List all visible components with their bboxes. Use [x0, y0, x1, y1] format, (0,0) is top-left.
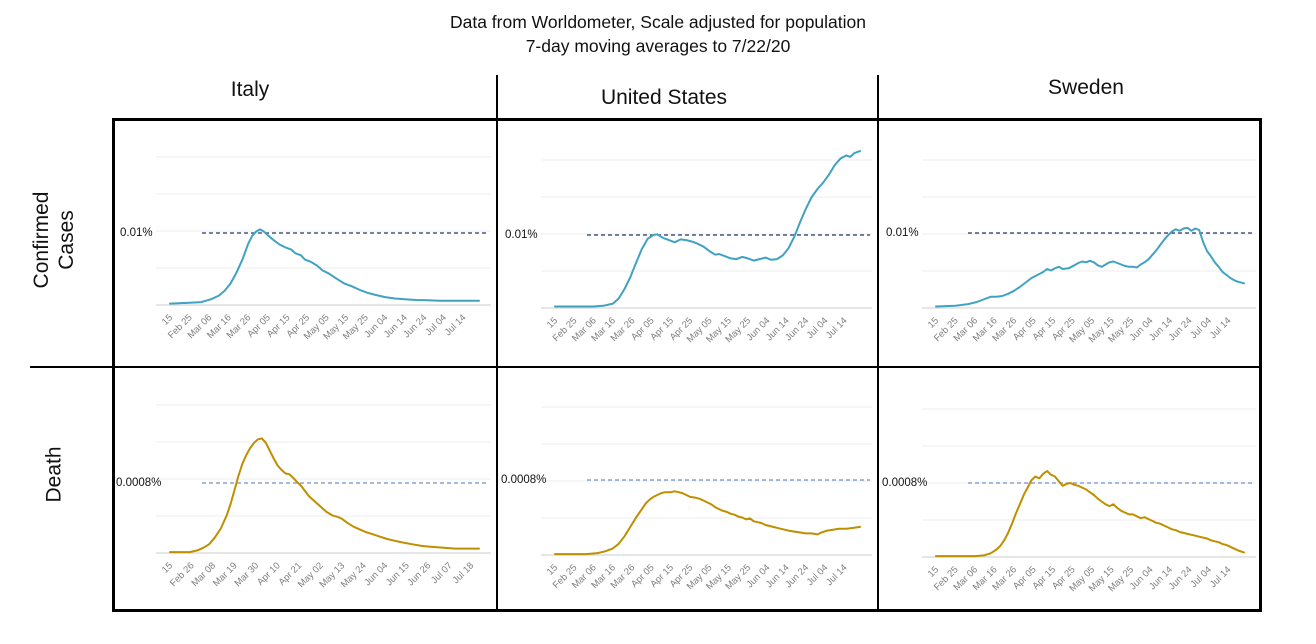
- x-tick-label: Mar 30: [232, 560, 261, 589]
- series-line: [935, 470, 1245, 558]
- series-line: [554, 490, 861, 556]
- ref-label-us-cases: 0.01%: [505, 229, 538, 241]
- x-tick-label: Jul 14: [824, 315, 850, 341]
- x-tick-label: Jun 26: [405, 560, 433, 588]
- column-header-sweden: Sweden: [1048, 76, 1124, 99]
- figure-title-line2: 7-day moving averages to 7/22/20: [525, 36, 791, 56]
- chart-cell-italy-cases: 0.01% 15 Feb 25 Mar 06 Mar 16 Mar 26 Apr 05 Ap…: [112, 118, 497, 368]
- x-tick-label: Jul 04: [1188, 564, 1214, 590]
- chart-cell-us-death: 0.0008% 15 Feb 25 Mar 06 Mar 16 Mar 26 Apr 05…: [497, 368, 878, 612]
- x-tick-label: Apr 10: [255, 560, 283, 588]
- ref-label-italy-cases: 0.01%: [120, 227, 153, 239]
- x-tick-label: Jul 14: [443, 312, 469, 338]
- chart-cell-sweden-cases: 0.01% 15 Feb 25 Mar 06 Mar 16 Mar 26 Apr 05 Ap…: [878, 118, 1262, 368]
- x-tick-label: Jul 14: [1208, 315, 1234, 341]
- series-line: [169, 437, 480, 554]
- column-header-united-states: United States: [600, 86, 728, 109]
- row-label-confirmed-cases: Confirmed Cases: [30, 191, 78, 289]
- ref-label-sweden-death: 0.0008%: [882, 477, 928, 489]
- row-label-death: Death: [42, 446, 66, 503]
- row-divider: [30, 366, 1262, 368]
- series-line: [169, 228, 480, 305]
- figure-title-line1: Data from Worldometer, Scale adjusted fo…: [449, 12, 866, 32]
- figure-title: Data from Worldometer, Scale adjusted fo…: [0, 10, 1316, 58]
- chart-cell-italy-death: 0.0008% 15 Feb 26 Mar 08 Mar 19 Mar 30 Apr 10…: [112, 368, 497, 612]
- chart-cell-us-cases: 0.01% 15 Feb 25 Mar 06 Mar 16 Mar 26 Apr 05 Ap…: [497, 118, 878, 368]
- x-tick-label: Jul 07: [429, 560, 455, 586]
- series-line: [935, 226, 1245, 308]
- ref-label-italy-death: 0.0008%: [116, 477, 162, 489]
- x-tick-label: Jul 04: [1188, 315, 1214, 341]
- x-tick-label: Jul 18: [451, 560, 477, 586]
- column-divider-1: [496, 75, 498, 612]
- ref-label-us-death: 0.0008%: [501, 474, 547, 486]
- x-tick-label: 15: [160, 560, 175, 575]
- series-line: [554, 150, 861, 308]
- ref-label-sweden-cases: 0.01%: [886, 227, 919, 239]
- chart-cell-sweden-death: 0.0008% 15 Feb 25 Mar 06 Mar 16 Mar 26 Apr 05…: [878, 368, 1262, 612]
- x-tick-label: Jul 14: [824, 562, 850, 588]
- column-header-italy: Italy: [230, 78, 270, 101]
- chart-grid-border: [112, 118, 1262, 612]
- x-tick-label: Jul 14: [1208, 564, 1234, 590]
- x-tick-label: Jul 04: [423, 312, 449, 338]
- column-divider-2: [877, 75, 879, 612]
